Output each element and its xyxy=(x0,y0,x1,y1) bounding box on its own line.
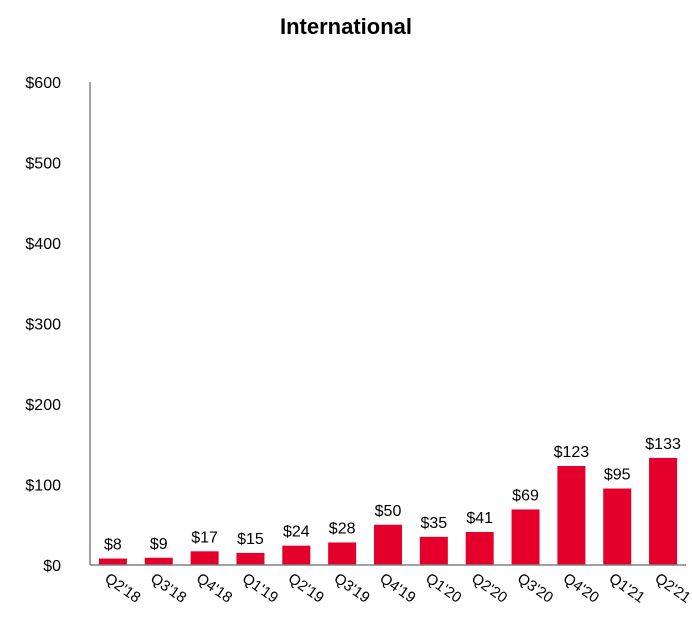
bar-value-label: $50 xyxy=(375,503,402,520)
bar xyxy=(649,457,678,565)
y-tick-label: $400 xyxy=(25,236,61,253)
y-tick-label: $300 xyxy=(25,317,61,334)
bar-value-label: $41 xyxy=(466,510,493,527)
bar xyxy=(511,509,540,565)
y-tick-label: $500 xyxy=(25,156,61,173)
x-tick-label: Q3'18 xyxy=(147,570,189,607)
bar xyxy=(328,542,357,565)
y-tick-label: $0 xyxy=(43,558,61,575)
bar xyxy=(603,488,632,565)
x-tick-label: Q2'19 xyxy=(285,570,327,607)
y-tick-label: $600 xyxy=(25,75,61,92)
bar-value-label: $15 xyxy=(237,531,264,548)
bar xyxy=(98,558,127,565)
bar-value-label: $123 xyxy=(554,444,590,461)
x-tick-label: Q1'20 xyxy=(422,570,464,607)
bar xyxy=(282,545,311,565)
x-tick-label: Q2'21 xyxy=(652,570,692,607)
x-tick-label: Q3'20 xyxy=(514,570,556,607)
x-tick-label: Q2'20 xyxy=(468,570,510,607)
x-axis-tick-labels: Q2'18 Q3'18 Q4'18 Q1'19 Q2'19 Q3'19 Q4'19 Q1'20… xyxy=(101,570,692,607)
x-tick-label: Q4'20 xyxy=(560,570,602,607)
bar-value-label: $69 xyxy=(512,487,539,504)
bar-value-label: $95 xyxy=(604,467,631,484)
bar xyxy=(557,465,586,565)
y-tick-label: $100 xyxy=(25,478,61,495)
x-tick-label: Q1'21 xyxy=(606,570,648,607)
x-tick-label: Q3'19 xyxy=(331,570,373,607)
bar-value-label: $28 xyxy=(329,520,356,537)
bar-value-label: $17 xyxy=(191,529,218,546)
bar-value-label: $24 xyxy=(283,524,310,541)
bar-value-label: $133 xyxy=(645,436,681,453)
y-tick-label: $200 xyxy=(25,397,61,414)
x-tick-label: Q4'19 xyxy=(377,570,419,607)
y-axis-tick-labels: $0 $100 $200 $300 $400 $500 $600 xyxy=(25,75,61,575)
x-tick-label: Q1'19 xyxy=(239,570,281,607)
x-tick-label: Q4'18 xyxy=(193,570,235,607)
bar xyxy=(236,552,265,565)
bars xyxy=(98,457,678,565)
bar-value-label: $9 xyxy=(150,536,168,553)
bar xyxy=(144,557,173,565)
bar-value-labels: $8 $9 $17 $15 $24 $28 $50 $35 $41 $69 $123 $95 $133 xyxy=(104,436,681,554)
x-tick-label: Q2'18 xyxy=(101,570,143,607)
bar xyxy=(465,531,494,565)
bar xyxy=(190,551,219,565)
bar xyxy=(374,524,402,565)
bar xyxy=(419,536,448,565)
chart-title: International xyxy=(279,14,412,39)
bar-value-label: $8 xyxy=(104,537,122,554)
bar-value-label: $35 xyxy=(420,515,447,532)
